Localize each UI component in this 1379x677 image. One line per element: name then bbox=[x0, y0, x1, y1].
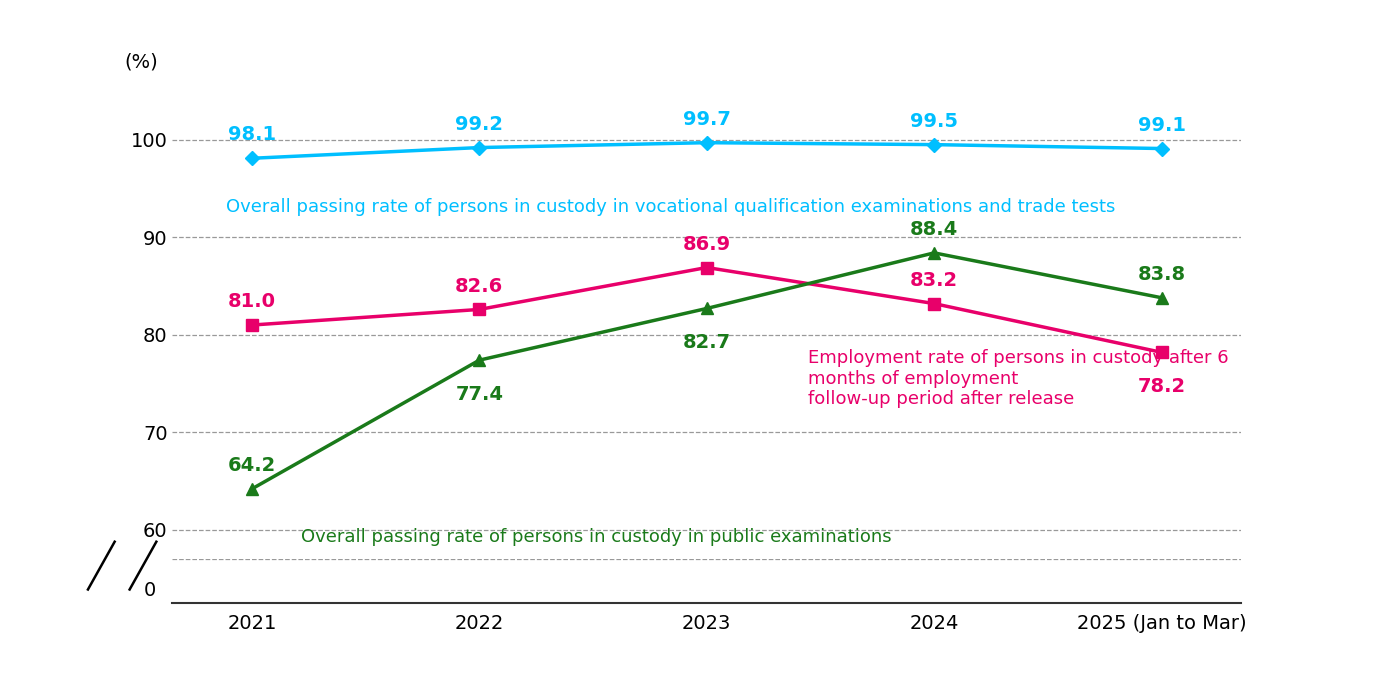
Text: 99.2: 99.2 bbox=[455, 114, 503, 133]
Text: 86.9: 86.9 bbox=[683, 235, 731, 254]
Text: 83.2: 83.2 bbox=[910, 271, 958, 290]
Text: 77.4: 77.4 bbox=[455, 385, 503, 404]
Text: 83.8: 83.8 bbox=[1138, 265, 1186, 284]
Text: Overall passing rate of persons in custody in vocational qualification examinati: Overall passing rate of persons in custo… bbox=[226, 198, 1116, 217]
Text: 64.2: 64.2 bbox=[228, 456, 276, 475]
Text: Employment rate of persons in custody after 6
months of employment
follow-up per: Employment rate of persons in custody af… bbox=[808, 349, 1229, 408]
Text: 82.6: 82.6 bbox=[455, 276, 503, 296]
Text: 78.2: 78.2 bbox=[1138, 377, 1186, 396]
Text: 99.7: 99.7 bbox=[683, 110, 731, 129]
Text: 98.1: 98.1 bbox=[228, 125, 276, 144]
Text: 82.7: 82.7 bbox=[683, 334, 731, 353]
Text: 81.0: 81.0 bbox=[228, 292, 276, 311]
Text: Overall passing rate of persons in custody in public examinations: Overall passing rate of persons in custo… bbox=[301, 528, 891, 546]
Text: 88.4: 88.4 bbox=[910, 220, 958, 239]
Text: 0: 0 bbox=[143, 582, 156, 600]
Text: (%): (%) bbox=[124, 53, 159, 72]
Text: 99.5: 99.5 bbox=[910, 112, 958, 131]
Text: 99.1: 99.1 bbox=[1138, 116, 1186, 135]
